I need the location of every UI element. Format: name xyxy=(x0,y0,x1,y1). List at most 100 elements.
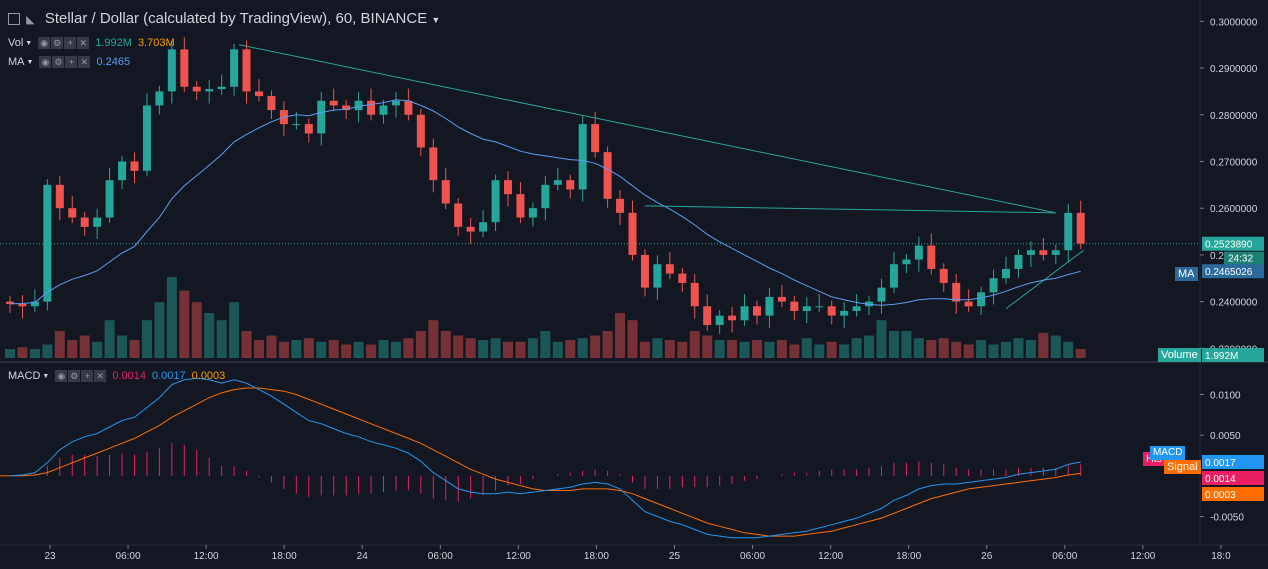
flag-icon[interactable]: ◣ xyxy=(26,13,35,26)
ma-line[interactable] xyxy=(9,99,1081,306)
candle[interactable] xyxy=(902,253,911,274)
candle[interactable] xyxy=(479,210,488,238)
candle[interactable] xyxy=(952,274,961,314)
macd-indicator-row[interactable]: MACD ▼ ◉ ⚙ + ✕ 0.0014 0.0017 0.0003 xyxy=(8,370,225,382)
volume-indicator-row[interactable]: Vol ▼ ◉ ⚙ + ✕ 1.992M 3.703M xyxy=(8,37,175,49)
candle[interactable] xyxy=(30,289,39,312)
close-icon[interactable]: ✕ xyxy=(77,37,90,49)
settings-icon[interactable]: ⚙ xyxy=(51,37,64,49)
settings-icon[interactable]: ⚙ xyxy=(68,370,81,382)
candle[interactable] xyxy=(678,267,687,292)
macd-line[interactable] xyxy=(9,377,1081,539)
candle[interactable] xyxy=(391,91,400,118)
candle[interactable] xyxy=(130,152,139,183)
candle[interactable] xyxy=(217,74,226,95)
candle[interactable] xyxy=(242,40,251,104)
ma-indicator-row[interactable]: MA ▼ ◉ ⚙ + ✕ 0.2465 xyxy=(8,56,130,68)
candle[interactable] xyxy=(790,296,799,320)
candle[interactable] xyxy=(1051,244,1060,264)
candle[interactable] xyxy=(939,263,948,292)
candle[interactable] xyxy=(329,88,338,112)
candle[interactable] xyxy=(777,284,786,308)
candle[interactable] xyxy=(528,202,537,227)
candle[interactable] xyxy=(989,269,998,305)
candle[interactable] xyxy=(977,286,986,316)
candle[interactable] xyxy=(728,306,737,333)
candle[interactable] xyxy=(55,175,64,221)
candle[interactable] xyxy=(317,91,326,146)
chevron-down-icon[interactable]: ▼ xyxy=(25,39,33,47)
chart-title[interactable]: ◣ Stellar / Dollar (calculated by Tradin… xyxy=(8,10,440,27)
candle[interactable] xyxy=(690,274,699,319)
candle[interactable] xyxy=(765,288,774,328)
candle[interactable] xyxy=(703,294,712,331)
candle[interactable] xyxy=(603,146,612,208)
macd-label[interactable]: MACD xyxy=(8,370,41,382)
candle[interactable] xyxy=(553,168,562,191)
close-icon[interactable]: ✕ xyxy=(94,370,107,382)
candle[interactable] xyxy=(591,111,600,158)
candle[interactable] xyxy=(1039,238,1048,261)
vol-label[interactable]: Vol xyxy=(8,37,24,49)
candle[interactable] xyxy=(1076,200,1085,250)
candle[interactable] xyxy=(753,300,761,325)
candle[interactable] xyxy=(354,91,363,123)
candle[interactable] xyxy=(628,200,637,261)
candle[interactable] xyxy=(865,296,874,316)
eye-icon[interactable]: ◉ xyxy=(55,370,68,382)
candle[interactable] xyxy=(43,179,52,311)
close-icon[interactable]: ✕ xyxy=(78,56,91,68)
candle[interactable] xyxy=(180,37,189,93)
candle[interactable] xyxy=(665,252,674,280)
candle[interactable] xyxy=(1026,241,1035,268)
candle[interactable] xyxy=(205,80,214,104)
candle[interactable] xyxy=(466,218,475,244)
eye-icon[interactable]: ◉ xyxy=(38,37,51,49)
candle[interactable] xyxy=(429,138,438,193)
candle[interactable] xyxy=(566,174,575,199)
signal-line[interactable] xyxy=(10,387,1081,537)
candle[interactable] xyxy=(1064,203,1073,263)
candle[interactable] xyxy=(715,310,724,334)
candle[interactable] xyxy=(441,168,450,210)
add-icon[interactable]: + xyxy=(65,56,78,68)
add-icon[interactable]: + xyxy=(81,370,94,382)
candle[interactable] xyxy=(516,182,525,224)
candle[interactable] xyxy=(1014,249,1023,278)
candle[interactable] xyxy=(118,155,127,190)
eye-icon[interactable]: ◉ xyxy=(39,56,52,68)
candle[interactable] xyxy=(504,171,512,207)
candle[interactable] xyxy=(827,300,836,325)
candle[interactable] xyxy=(167,40,176,104)
candle[interactable] xyxy=(815,294,824,312)
candle[interactable] xyxy=(416,109,425,157)
ma-label[interactable]: MA xyxy=(8,56,25,68)
candle[interactable] xyxy=(80,211,89,236)
candle[interactable] xyxy=(640,249,649,297)
candle[interactable] xyxy=(964,289,973,312)
candle[interactable] xyxy=(404,88,413,121)
trendline-upper[interactable] xyxy=(238,44,1056,214)
candle[interactable] xyxy=(454,197,463,236)
candle[interactable] xyxy=(142,93,151,177)
candle[interactable] xyxy=(68,196,77,224)
candle[interactable] xyxy=(279,101,288,137)
candle[interactable] xyxy=(852,294,861,317)
candle[interactable] xyxy=(379,99,388,124)
candle[interactable] xyxy=(230,43,239,96)
candle[interactable] xyxy=(255,79,263,102)
candle[interactable] xyxy=(491,174,500,232)
trendline-horizontal[interactable] xyxy=(644,205,1056,214)
chevron-down-icon[interactable]: ▼ xyxy=(431,15,441,25)
candle[interactable] xyxy=(93,208,102,240)
candle[interactable] xyxy=(802,297,811,324)
candle[interactable] xyxy=(192,81,201,101)
chevron-down-icon[interactable]: ▼ xyxy=(26,58,34,66)
candle[interactable] xyxy=(877,278,886,314)
candle[interactable] xyxy=(155,85,164,115)
add-icon[interactable]: + xyxy=(64,37,77,49)
chevron-down-icon[interactable]: ▼ xyxy=(42,372,50,380)
candle[interactable] xyxy=(889,252,898,294)
hide-panel-icon[interactable] xyxy=(8,13,20,26)
